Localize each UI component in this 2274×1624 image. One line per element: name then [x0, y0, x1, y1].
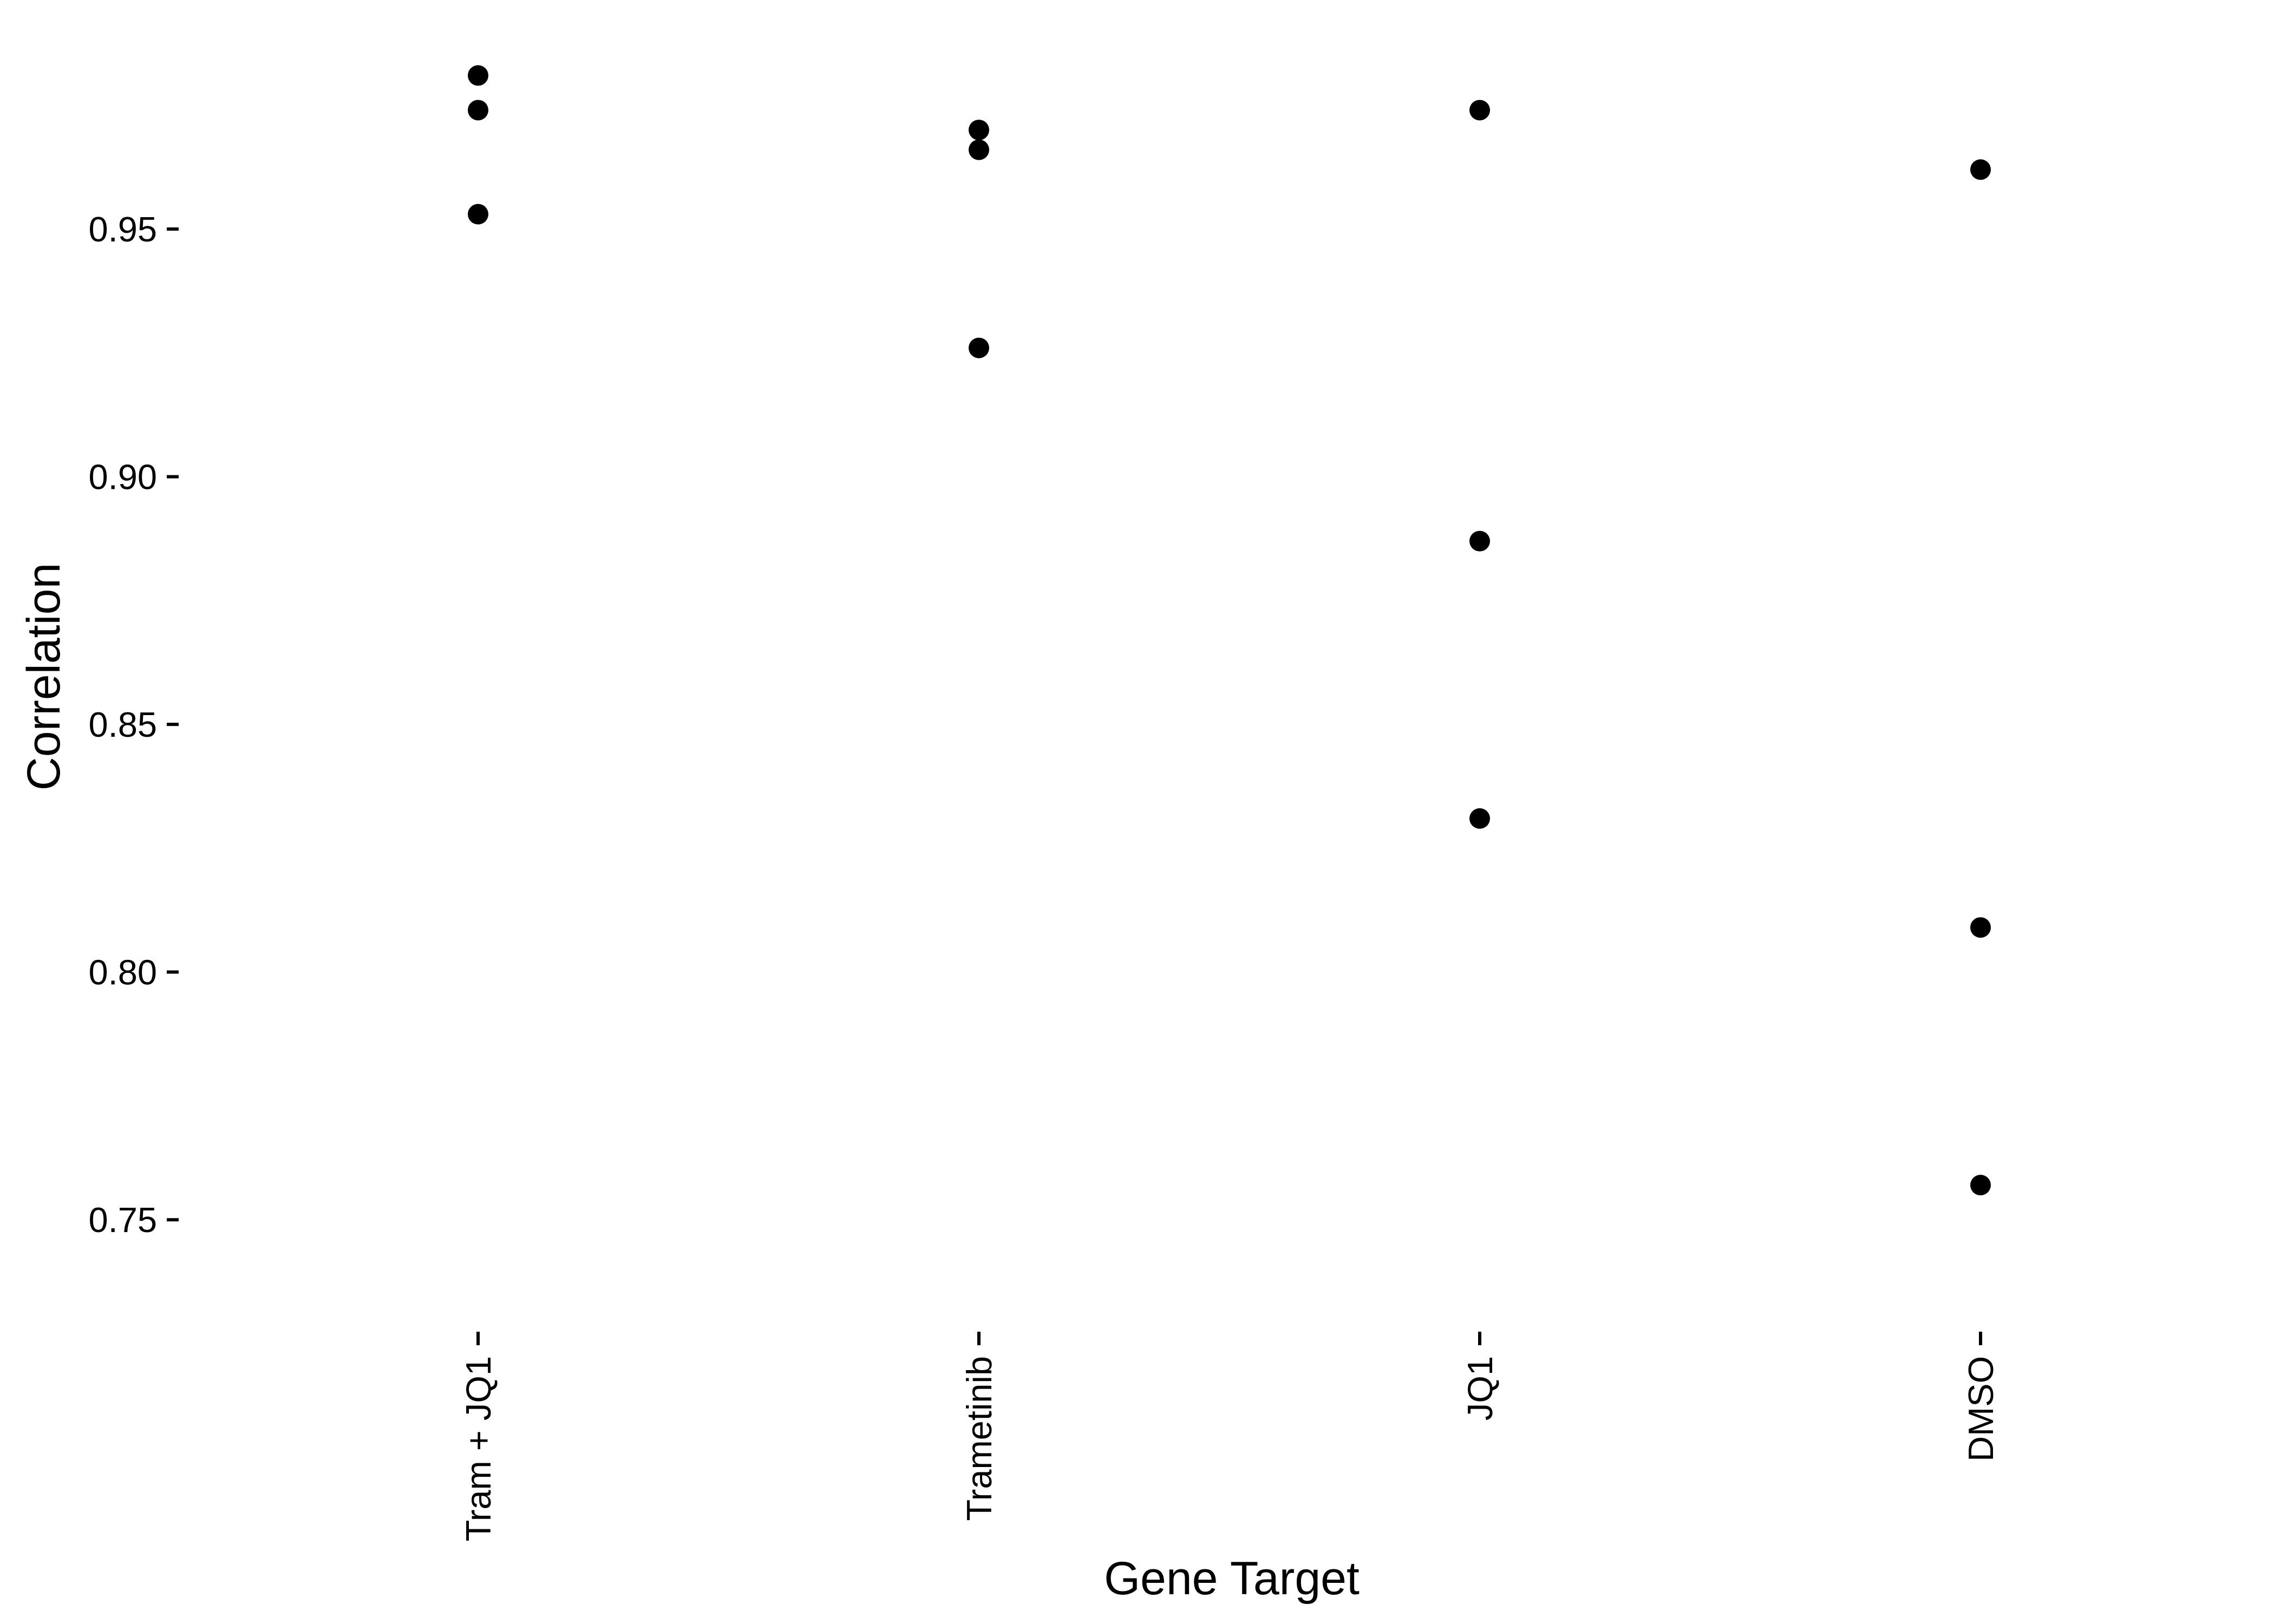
data-point [969, 139, 989, 160]
x-tick-label: Trametinib [959, 1356, 999, 1521]
data-point [468, 65, 488, 86]
data-point [969, 337, 989, 358]
y-tick-label: 0.80 [88, 953, 157, 992]
data-point [468, 100, 488, 121]
x-axis-title: Gene Target [1104, 1553, 1360, 1605]
y-tick-label: 0.75 [88, 1200, 157, 1240]
x-tick-label: DMSO [1961, 1356, 2001, 1462]
data-point [1469, 100, 1490, 121]
data-point [1970, 159, 1991, 180]
y-tick-label: 0.85 [88, 705, 157, 744]
y-axis-title: Correlation [18, 563, 70, 791]
data-points [468, 65, 1991, 1196]
x-axis: Tram + JQ1 Trametinib JQ1 DMSO [459, 1332, 2001, 1542]
data-point [969, 120, 989, 141]
data-point [1469, 531, 1490, 552]
data-point [1469, 808, 1490, 829]
x-tick-label: JQ1 [1460, 1356, 1500, 1420]
y-tick-label: 0.95 [88, 209, 157, 249]
y-tick-label: 0.90 [88, 457, 157, 497]
x-tick-label: Tram + JQ1 [459, 1356, 498, 1542]
data-point [1970, 1175, 1991, 1196]
y-axis: 0.75 0.80 0.85 0.90 0.95 [88, 209, 179, 1240]
data-point [1970, 917, 1991, 938]
data-point [468, 204, 488, 225]
